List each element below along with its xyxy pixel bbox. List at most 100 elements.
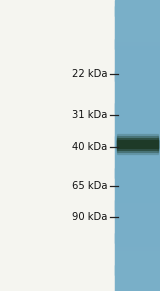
Bar	[115, 265, 160, 266]
Bar	[115, 124, 160, 125]
Bar	[115, 127, 160, 128]
Bar	[115, 193, 160, 194]
Bar	[115, 141, 160, 143]
Bar	[115, 165, 160, 166]
Bar	[115, 115, 160, 116]
Bar	[115, 158, 160, 159]
Bar	[115, 190, 160, 191]
Bar	[115, 159, 160, 160]
Bar	[115, 97, 160, 98]
Bar	[115, 53, 160, 54]
Bar	[115, 2, 160, 3]
Bar	[115, 8, 160, 10]
Bar	[115, 200, 160, 201]
Bar	[115, 81, 160, 82]
Bar	[115, 235, 160, 237]
Bar	[115, 107, 160, 109]
Bar	[115, 59, 160, 60]
Bar	[115, 240, 160, 242]
Bar	[115, 16, 160, 17]
Bar	[115, 155, 160, 156]
Bar	[115, 272, 160, 274]
Bar	[115, 35, 160, 36]
Bar	[115, 145, 160, 146]
Bar	[115, 129, 160, 130]
Bar	[115, 111, 160, 113]
Bar	[115, 221, 160, 222]
Bar	[115, 147, 160, 148]
Bar	[115, 131, 160, 132]
Bar	[115, 274, 160, 276]
Bar	[115, 257, 160, 258]
Bar	[115, 32, 160, 33]
Bar	[115, 78, 160, 79]
Bar	[115, 218, 160, 219]
Bar	[115, 1, 160, 2]
Bar	[115, 36, 160, 37]
Bar	[115, 161, 160, 162]
Bar	[115, 183, 160, 184]
Bar	[115, 46, 160, 47]
Bar	[115, 142, 160, 143]
Bar	[115, 156, 160, 157]
Bar	[115, 110, 160, 111]
Bar	[115, 171, 160, 173]
Bar	[115, 176, 160, 178]
Bar	[115, 260, 160, 261]
Bar	[115, 95, 160, 96]
Bar	[115, 72, 160, 73]
Bar	[115, 120, 160, 121]
Bar	[115, 153, 160, 154]
Bar	[115, 233, 160, 234]
Bar	[115, 73, 160, 75]
Bar	[115, 248, 160, 249]
Bar	[115, 277, 160, 278]
Bar	[115, 33, 160, 34]
Bar	[115, 168, 160, 169]
Bar	[115, 146, 160, 148]
Bar	[115, 140, 160, 142]
Bar	[115, 108, 160, 110]
Bar	[115, 220, 160, 221]
Bar	[115, 60, 160, 61]
Bar	[115, 55, 160, 56]
Bar	[115, 212, 160, 213]
Bar	[115, 92, 160, 93]
Bar	[115, 194, 160, 195]
Bar	[115, 278, 160, 279]
Bar	[115, 197, 160, 198]
Bar	[115, 196, 160, 197]
Bar	[115, 144, 160, 146]
Bar	[115, 45, 160, 47]
Bar	[115, 90, 160, 91]
Bar	[115, 134, 160, 135]
Bar	[115, 101, 160, 102]
Bar	[115, 284, 160, 285]
Bar	[115, 207, 160, 209]
Bar	[115, 268, 160, 270]
Bar	[115, 214, 160, 215]
Bar	[115, 205, 160, 207]
Bar	[115, 200, 160, 202]
Text: 90 kDa: 90 kDa	[72, 212, 107, 222]
Bar	[115, 222, 160, 223]
Bar	[115, 72, 160, 74]
Bar	[115, 180, 160, 181]
Bar	[115, 76, 160, 78]
Bar	[115, 57, 160, 58]
Bar	[115, 188, 160, 189]
Bar	[115, 255, 160, 256]
Bar	[115, 9, 160, 11]
Bar	[115, 226, 160, 227]
Bar	[115, 237, 160, 239]
Bar	[115, 185, 160, 186]
Bar	[115, 224, 160, 225]
Bar	[117, 136, 158, 152]
Bar	[115, 91, 160, 92]
Bar	[115, 181, 160, 182]
Bar	[115, 25, 160, 26]
Bar	[115, 198, 160, 199]
Bar	[115, 148, 160, 149]
Bar	[117, 140, 158, 148]
Bar	[115, 287, 160, 288]
